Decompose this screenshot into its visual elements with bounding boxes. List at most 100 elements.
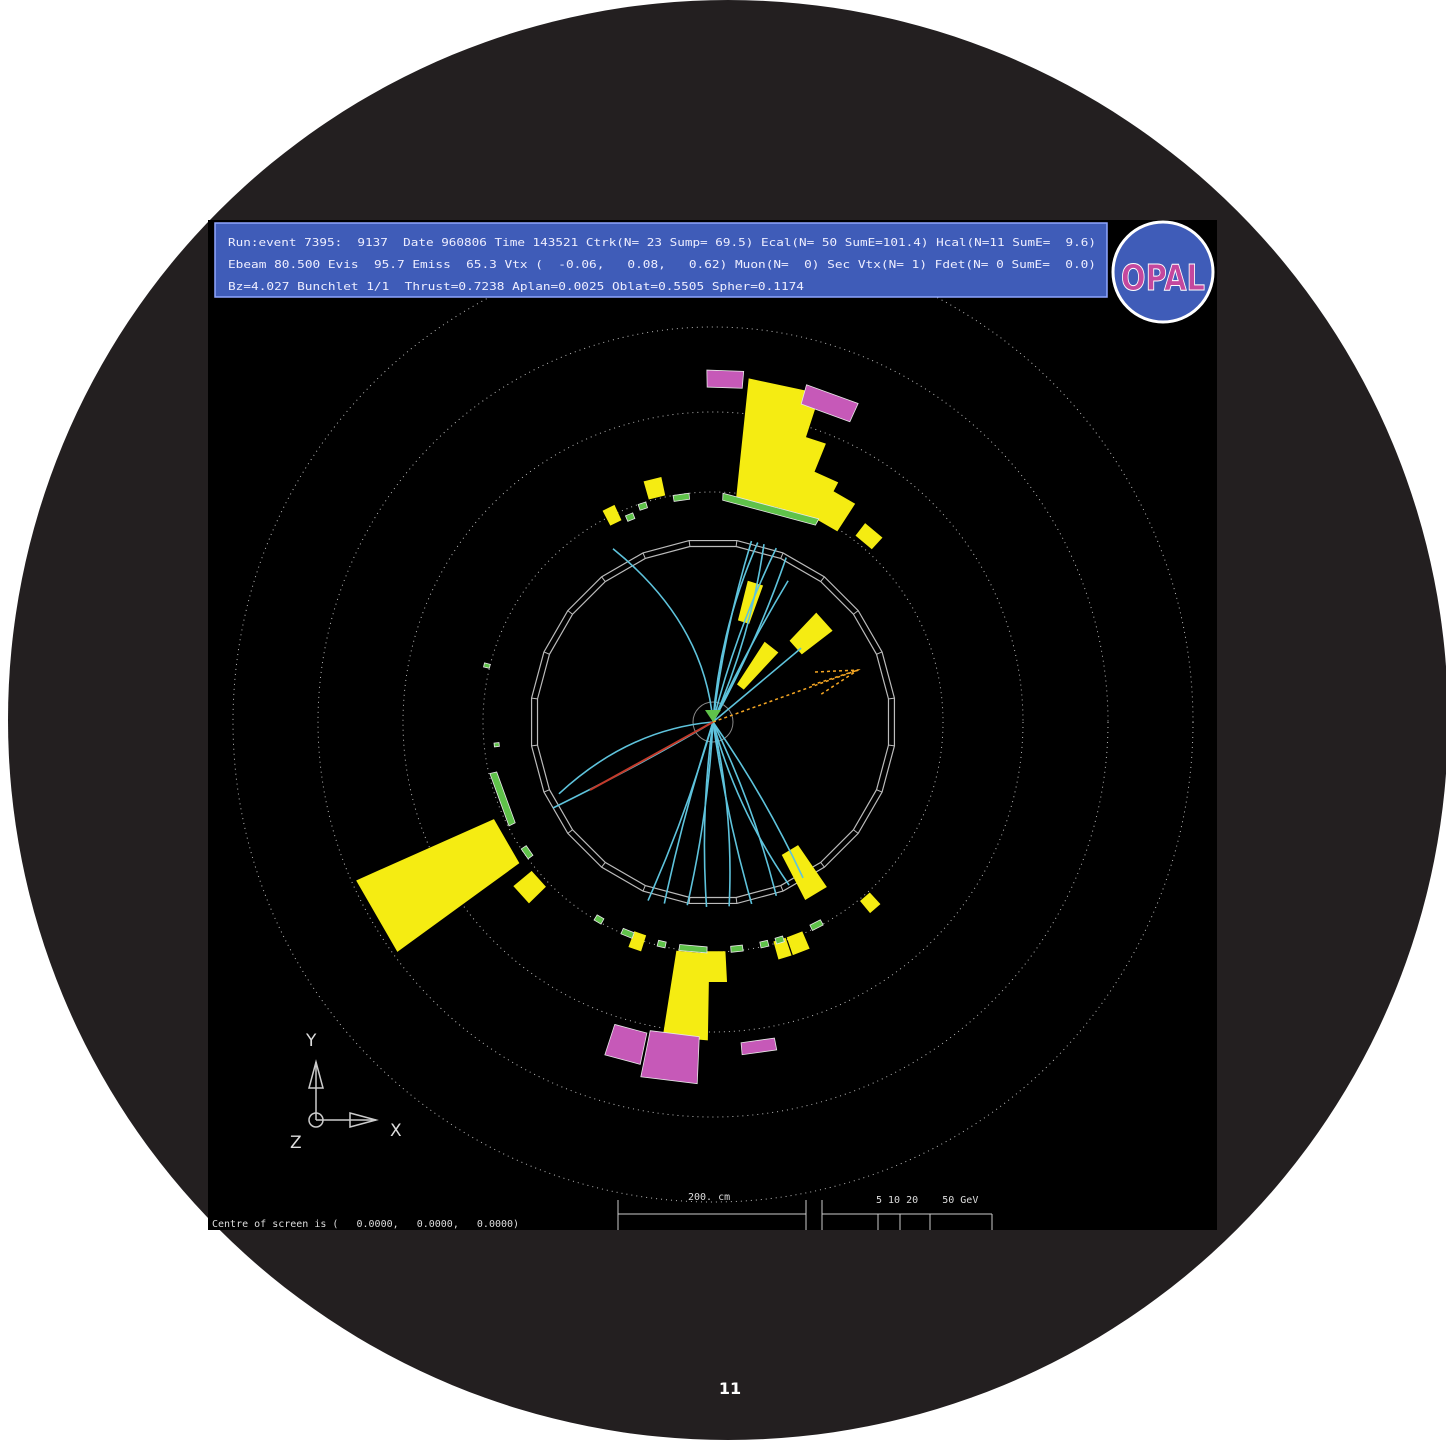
guide-circle [317, 326, 1109, 1118]
ecal-cluster [789, 612, 833, 655]
presampler-hit [520, 845, 534, 860]
track [558, 721, 714, 795]
chamber-tick [820, 576, 825, 582]
hcal-cluster [800, 384, 859, 423]
header-line: Run:event 7395: 9137 Date 960806 Time 14… [228, 236, 1096, 249]
ecal-cluster [356, 819, 520, 952]
axis-label: X [390, 1121, 402, 1141]
header-line: Ebeam 80.500 Evis 95.7 Emiss 65.3 Vtx ( … [228, 258, 1096, 271]
axis-label: Y [305, 1031, 317, 1051]
ecal-cluster [860, 892, 881, 914]
hcal-cluster [740, 1037, 778, 1056]
track [663, 721, 714, 904]
chamber-tick [642, 885, 646, 892]
track [712, 721, 753, 905]
chamber-tick [780, 885, 784, 892]
guide-circle [402, 411, 1024, 1033]
footer-text: Centre of screen is ( 0.0000, 0.0000, 0.… [212, 1219, 519, 1230]
chamber-tick [876, 789, 883, 793]
header-line: Bz=4.027 Bunchlet 1/1 Thrust=0.7238 Apla… [228, 280, 804, 293]
detector [232, 241, 1194, 1203]
track [712, 647, 802, 723]
chamber-tick [853, 610, 859, 615]
scale-energy: 5 10 20 50 GeV [876, 1195, 978, 1206]
ecal-cluster [513, 870, 546, 904]
chamber-tick [531, 697, 538, 700]
presampler-hit [637, 501, 649, 511]
hcal-cluster [706, 369, 745, 389]
chamber-tick [688, 540, 691, 547]
presampler-hit [483, 662, 491, 669]
track [703, 721, 714, 907]
track [686, 721, 714, 906]
track [712, 580, 789, 723]
chamber-tick [567, 829, 573, 834]
ecal-cluster [736, 641, 779, 690]
presampler-hit [672, 492, 691, 502]
chamber-tick [531, 744, 538, 747]
header-box [214, 222, 1108, 298]
presampler-hit [759, 939, 770, 949]
chamber-tick [820, 862, 825, 868]
chamber-tick [601, 576, 606, 582]
chamber-tick [543, 789, 550, 793]
track [612, 548, 714, 723]
vertex [692, 701, 734, 743]
missing-momentum [712, 669, 859, 723]
track [712, 542, 759, 723]
ecal-cluster [766, 430, 826, 514]
track [712, 544, 765, 723]
hcal-cluster [604, 1023, 648, 1065]
ecal-cluster [855, 523, 883, 550]
chamber-tick [780, 552, 784, 559]
scale-length: 200. cm [688, 1192, 730, 1203]
presampler-hit [722, 492, 820, 526]
track-red [589, 721, 714, 791]
chamber-tick [543, 651, 550, 655]
ecal-cluster [815, 489, 856, 532]
presampler-hit [809, 919, 824, 932]
ecal-cluster [602, 504, 622, 526]
track [712, 721, 804, 879]
scale-bars [617, 1200, 993, 1230]
ecal-cluster [786, 931, 810, 956]
vertex-marker [705, 710, 721, 722]
chamber-tick [888, 744, 895, 747]
chamber-tick [688, 897, 691, 904]
logo-text: OPAL [1121, 258, 1205, 299]
missing-arrowhead [811, 669, 861, 696]
track [712, 547, 777, 723]
chamber-tick [876, 651, 883, 655]
ecal-cluster [698, 951, 728, 983]
presampler-hit [730, 944, 744, 953]
presampler-hit [620, 927, 635, 939]
axis-gizmo [308, 1059, 379, 1128]
track [712, 721, 778, 897]
presampler-hit [593, 914, 605, 925]
page-number: 11 [719, 1379, 741, 1398]
chamber-tick [642, 552, 646, 559]
track [712, 721, 790, 886]
presampler-hit [493, 742, 500, 748]
chamber-tick [567, 610, 573, 615]
chamber-tick [601, 862, 606, 868]
presampler-hit [678, 944, 708, 954]
guide-circle [482, 491, 944, 953]
chamber-tick [888, 697, 895, 700]
logo: OPAL [1111, 220, 1215, 324]
guide-circle [232, 241, 1194, 1203]
logo-disc [1111, 220, 1215, 324]
ecal-cluster [643, 476, 666, 500]
presampler-hit [624, 512, 636, 522]
ecal-cluster [662, 950, 710, 1041]
chamber-tick [735, 540, 738, 547]
presampler-hit [774, 935, 785, 945]
axis-label: Z [290, 1133, 302, 1153]
hcal-cluster [640, 1030, 700, 1085]
track [712, 721, 731, 907]
presampler-hit [656, 939, 667, 949]
presampler-hit [489, 771, 516, 827]
chamber-tick [853, 829, 859, 834]
chamber-tick [735, 897, 738, 904]
